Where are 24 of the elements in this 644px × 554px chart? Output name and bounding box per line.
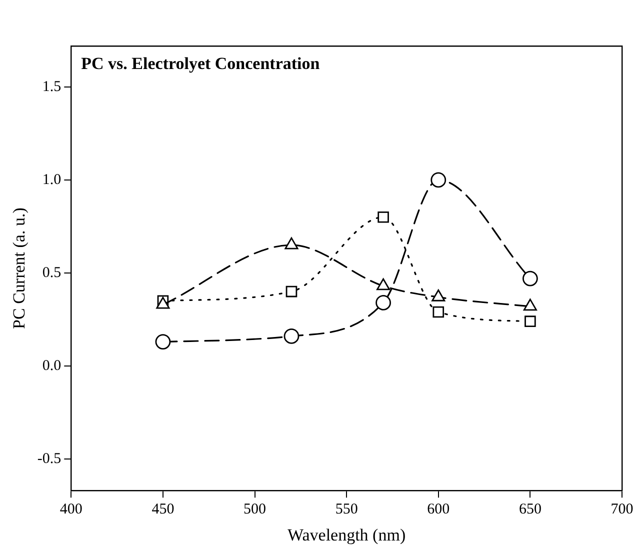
y-tick-label: 0.0	[42, 358, 62, 374]
y-tick-label: 1.5	[42, 78, 62, 95]
point	[378, 211, 389, 223]
point	[286, 286, 298, 298]
y-axis-title: PC Current (a. u.)	[10, 208, 29, 329]
x-axis-title: Wavelength (nm)	[288, 525, 406, 544]
x-tick-label: 400	[60, 502, 82, 518]
point	[430, 172, 446, 188]
y-tick-label: 0.5	[42, 264, 62, 281]
point	[522, 270, 538, 286]
x-tick-label: 450	[152, 502, 174, 518]
point	[284, 328, 300, 344]
point	[524, 316, 536, 327]
text: PC vs. Electrolyet Concentration	[81, 54, 320, 73]
x-tick-label: 500	[244, 502, 266, 518]
point	[432, 306, 444, 318]
point	[376, 295, 391, 310]
x-tick-label: 700	[610, 502, 634, 518]
point	[155, 334, 171, 350]
y-tick-label: -0.5	[37, 450, 62, 467]
x-tick-label: 650	[518, 502, 542, 518]
x-tick-label: 600	[427, 502, 450, 518]
x-tick-label: 550	[335, 502, 358, 518]
y-tick-label: 1.0	[42, 172, 62, 188]
